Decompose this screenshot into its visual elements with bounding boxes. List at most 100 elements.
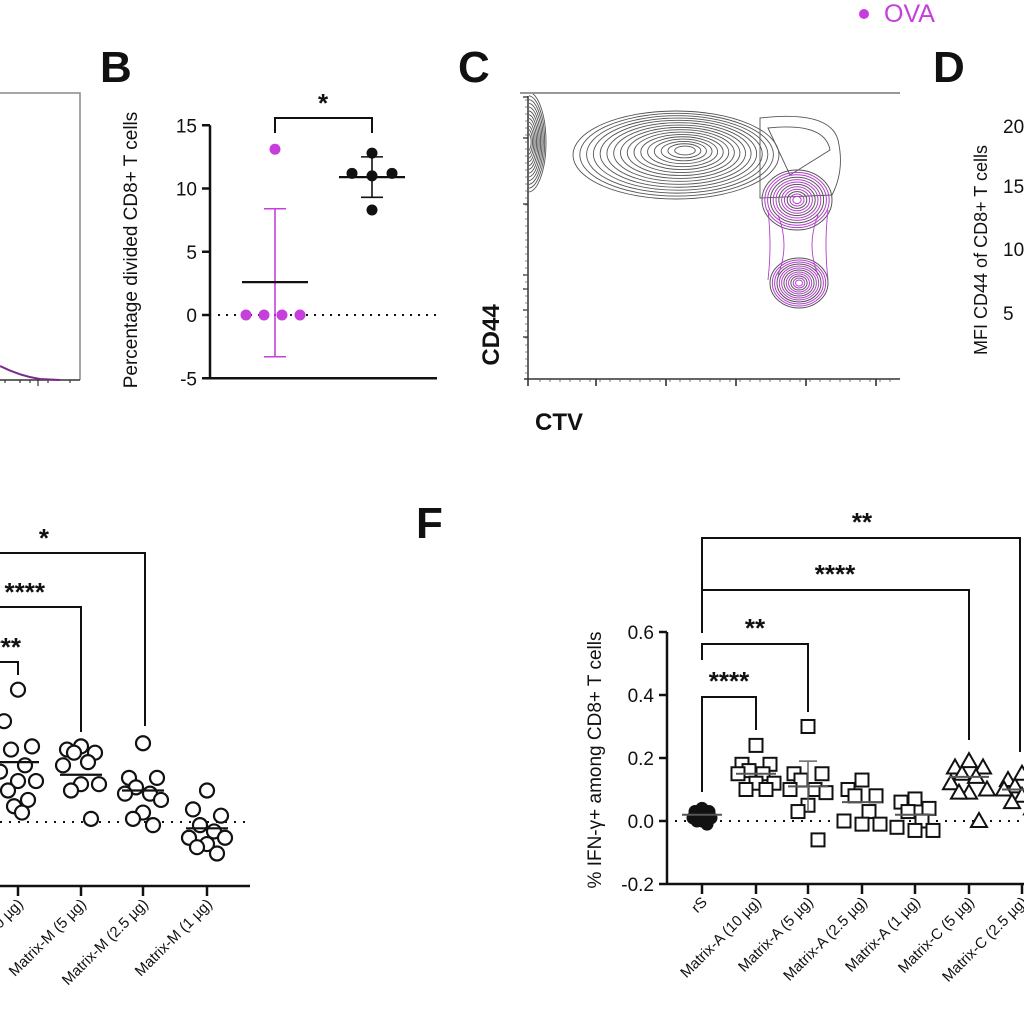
panel-f-point xyxy=(973,757,993,775)
panel-f-point xyxy=(959,751,979,769)
panel-f-significance-label: ** xyxy=(852,507,873,537)
panel-f-point xyxy=(782,782,798,797)
panel-e-point xyxy=(0,763,9,780)
panel-c-contour-gray-main xyxy=(626,129,735,176)
panel-e-point xyxy=(212,807,230,824)
panel-b-point xyxy=(269,143,281,155)
panel-c-contour-ova-lower xyxy=(781,267,817,299)
panel-f-point xyxy=(854,772,870,788)
panel-b-point xyxy=(258,309,270,321)
panel-f-y-tick-label: 0.0 xyxy=(628,812,654,833)
legend-ova-marker xyxy=(859,9,869,19)
panel-f-point xyxy=(1012,785,1024,803)
panel-c-contour-ova-upper xyxy=(781,186,813,214)
panel-f-significance-bracket xyxy=(701,537,1021,752)
panel-e-point xyxy=(208,845,226,862)
panel-d-y-tick-label: 15 xyxy=(1003,177,1024,198)
panel-c-contour-ova-lower xyxy=(788,273,810,293)
panel-f-point xyxy=(818,785,834,801)
panel-e-point xyxy=(9,772,27,790)
panel-c-contour-ova-upper xyxy=(786,191,808,209)
panel-d-y-tick-label: 20 xyxy=(1003,117,1024,138)
panel-f-category-label: rS xyxy=(688,894,711,917)
panel-b-point xyxy=(240,309,252,321)
panel-f-point xyxy=(847,788,863,804)
panel-b-y-tick-label: 0 xyxy=(186,306,197,327)
panel-letter-f: F xyxy=(416,499,443,548)
panel-f-y-tick-label: 0.2 xyxy=(628,749,654,770)
panel-c-contour-gray-left xyxy=(529,94,547,193)
panel-e-point xyxy=(54,757,72,774)
panel-e-point xyxy=(191,817,209,834)
panel-b-y-tick-label: 5 xyxy=(186,243,197,264)
panel-f-significance-label: ** xyxy=(745,613,766,643)
panel-c-contour-ova-lower xyxy=(783,269,815,297)
panel-f-y-tick-label: -0.2 xyxy=(621,875,654,896)
panel-f-point xyxy=(836,813,852,829)
panel-letter-c: C xyxy=(458,43,490,92)
panel-e-point xyxy=(144,817,162,834)
panel-c-contour-gray-left xyxy=(529,110,540,174)
panel-e-point xyxy=(13,804,31,821)
panel-c-contour-ova-lower xyxy=(792,277,806,289)
panel-e-significance-label: *** xyxy=(0,632,22,662)
panel-f-y-tick-label: 0.6 xyxy=(628,623,654,644)
panel-c-contour-gray-main xyxy=(653,138,713,165)
panel-f-significance-label: **** xyxy=(709,666,750,696)
panel-c-contour-ova-lower xyxy=(774,261,824,305)
panel-c-contour-gray-main xyxy=(640,133,724,171)
panel-c-xlabel: CTV xyxy=(535,409,583,436)
panel-e-point xyxy=(0,713,13,730)
panel-letter-b: B xyxy=(100,43,132,92)
panel-f-significance-bracket xyxy=(701,696,757,792)
panel-c-contour-ova-upper xyxy=(778,183,816,217)
panel-c-contour-gray-bridge xyxy=(759,115,841,199)
panel-e-point xyxy=(198,782,216,799)
panel-b-significance-bracket xyxy=(274,117,373,133)
panel-c-contour-gray-left xyxy=(529,121,536,163)
panel-c-contour-gray-main xyxy=(633,131,730,173)
panel-c-contours xyxy=(529,94,841,309)
panel-e-point xyxy=(148,769,166,787)
panel-c-contour-gray-left xyxy=(529,102,543,182)
panel-a-frame xyxy=(0,92,81,380)
panel-c-contour-ova-upper xyxy=(767,174,827,226)
panel-c-contour-gray-left xyxy=(529,133,532,151)
panel-c-contour-gray-left xyxy=(529,99,544,185)
panel-b-y-tick-label: 15 xyxy=(176,116,197,137)
panel-f-point xyxy=(1012,763,1024,781)
panel-c-contour-gray-left xyxy=(529,125,535,159)
panel-d-y-tick-label: 10 xyxy=(1003,240,1024,261)
panel-f-significance-bracket xyxy=(701,589,970,740)
panel-c-contour-gray-left xyxy=(529,114,539,170)
panel-b-significance-label: * xyxy=(318,88,329,118)
panel-b-point xyxy=(366,204,378,216)
panel-f-point xyxy=(854,816,870,832)
panel-e-point xyxy=(152,791,170,809)
panel-c-contour-gray-main xyxy=(592,117,763,191)
panel-e-point xyxy=(16,757,34,774)
panel-c-contour-ova-lower xyxy=(776,263,822,303)
panel-c-contour-ova-upper xyxy=(764,171,830,229)
panel-c-contour-ova-lower xyxy=(769,257,829,309)
panel-f-point xyxy=(690,814,704,828)
panel-b-point xyxy=(366,147,378,159)
panel-c-ylabel: CD44 xyxy=(478,304,505,366)
panel-c-contour-ova-upper xyxy=(783,188,811,212)
panel-c-contour-ova-upper xyxy=(789,193,805,207)
panel-e-point xyxy=(27,772,45,790)
panel-e-significance-bracket xyxy=(0,606,82,732)
panel-b-point xyxy=(294,309,306,321)
panel-e-point xyxy=(79,754,97,771)
panel-c-contour-gray-left xyxy=(529,106,542,178)
panel-f-point xyxy=(941,773,961,791)
panel-b-point xyxy=(276,309,288,321)
panel-b-ylabel: Percentage divided CD8+ T cells xyxy=(121,112,142,389)
panel-f-point xyxy=(907,791,923,807)
panel-f-point xyxy=(949,782,969,800)
panel-e-point xyxy=(9,681,27,698)
panel-f-significance-bracket xyxy=(701,643,809,712)
panel-f-point xyxy=(872,816,888,832)
panel-c-contour-gray-main xyxy=(647,136,719,168)
panel-c-contour-ova-lower xyxy=(790,275,808,291)
